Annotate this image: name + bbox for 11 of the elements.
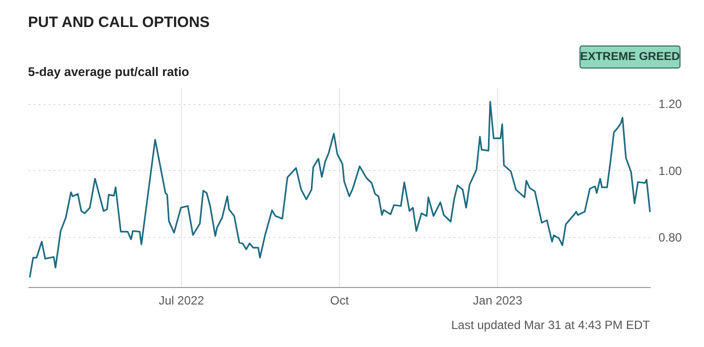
y-tick-label: 1.20 [658, 97, 682, 112]
line-series [28, 100, 651, 278]
text: Last updated Mar 31 at 4:43 PM EDT [451, 318, 651, 332]
chart-title: PUT AND CALL OPTIONS [28, 14, 210, 31]
text: EXTREME GREED [580, 51, 680, 63]
x-tick-label: Oct [330, 294, 350, 308]
y-tick-label: 0.80 [658, 230, 682, 244]
chart-subtitle: 5-day average put/call ratio [28, 65, 190, 79]
x-tick-label: Jul 2022 [158, 294, 204, 308]
y-tick-label: 1.00 [658, 164, 682, 178]
x-tick-label: Jan 2023 [472, 294, 523, 308]
